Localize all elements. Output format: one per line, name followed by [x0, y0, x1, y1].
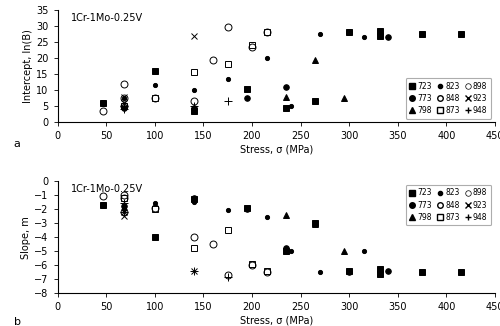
Text: a: a	[14, 139, 20, 149]
Legend: 723, 773, 798, 823, 848, 873, 898, 923, 948: 723, 773, 798, 823, 848, 873, 898, 923, …	[406, 185, 491, 225]
X-axis label: Stress, σ (MPa): Stress, σ (MPa)	[240, 144, 313, 154]
Text: b: b	[14, 317, 21, 326]
Y-axis label: Intercept, ln(B): Intercept, ln(B)	[23, 29, 33, 103]
Legend: 723, 773, 798, 823, 848, 873, 898, 923, 948: 723, 773, 798, 823, 848, 873, 898, 923, …	[406, 78, 491, 119]
Text: 1Cr-1Mo-0.25V: 1Cr-1Mo-0.25V	[70, 13, 143, 23]
Text: 1Cr-1Mo-0.25V: 1Cr-1Mo-0.25V	[70, 184, 143, 194]
X-axis label: Stress, σ (MPa): Stress, σ (MPa)	[240, 315, 313, 325]
Y-axis label: Slope, m: Slope, m	[22, 216, 32, 259]
